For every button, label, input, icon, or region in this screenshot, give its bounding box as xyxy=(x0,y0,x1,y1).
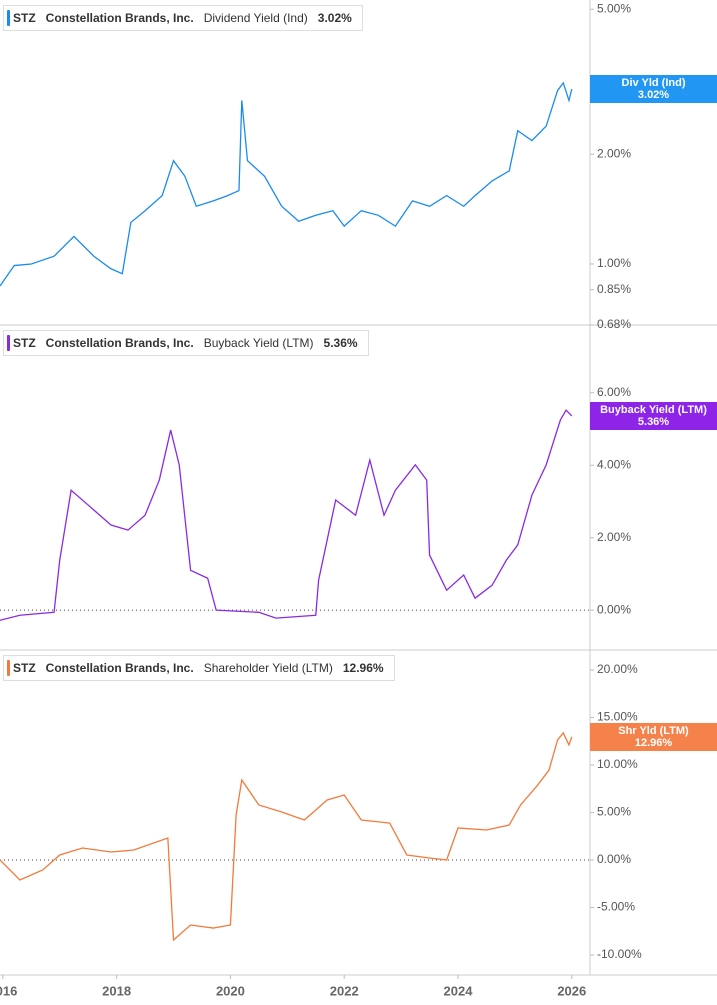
y-tick-label: 4.00% xyxy=(597,457,631,471)
x-tick-label: 2022 xyxy=(330,983,359,998)
value-badge: Shr Yld (LTM) 12.96% xyxy=(590,722,717,751)
x-tick-label: 2020 xyxy=(216,983,245,998)
badge-label: Shr Yld (LTM) xyxy=(618,724,689,737)
badge-label: Buyback Yield (LTM) xyxy=(600,403,707,416)
company-name: Constellation Brands, Inc. xyxy=(45,661,194,675)
legend-swatch xyxy=(7,335,10,351)
last-value: 3.02% xyxy=(317,11,352,25)
ticker: STZ xyxy=(13,336,36,350)
y-tick-label: 2.00% xyxy=(597,146,631,160)
series-line xyxy=(0,731,573,942)
y-tick-label: 5.00% xyxy=(597,1,631,15)
y-tick-label: -5.00% xyxy=(597,900,635,914)
y-tick-label: 20.00% xyxy=(597,662,638,676)
badge-value: 5.36% xyxy=(637,415,670,428)
last-value: 12.96% xyxy=(342,661,384,675)
legend-swatch xyxy=(7,660,10,676)
value-badge: Div Yld (Ind) 3.02% xyxy=(590,75,717,104)
x-tick-label: 2016 xyxy=(0,983,17,998)
legend-entry: Buyback Yield (LTM) xyxy=(203,336,314,350)
series-line xyxy=(0,409,573,621)
ticker: STZ xyxy=(13,661,36,675)
y-tick-label: 5.00% xyxy=(597,805,631,819)
y-tick-label: 2.00% xyxy=(597,530,631,544)
legend: STZ Constellation Brands, Inc. Dividend Yi… xyxy=(3,5,363,31)
x-tick-label: 2024 xyxy=(444,983,474,998)
company-name: Constellation Brands, Inc. xyxy=(45,11,194,25)
y-tick-label: 1.00% xyxy=(597,256,631,270)
legend-entry: Shareholder Yield (LTM) xyxy=(203,661,333,675)
y-tick-label: 6.00% xyxy=(597,385,631,399)
company-name: Constellation Brands, Inc. xyxy=(45,336,194,350)
series-line xyxy=(0,81,573,287)
legend-entry: Dividend Yield (Ind) xyxy=(203,11,308,25)
badge-value: 3.02% xyxy=(637,89,670,102)
y-tick-label: 0.00% xyxy=(597,602,631,616)
last-value: 5.36% xyxy=(323,336,358,350)
y-tick-label: 10.00% xyxy=(597,757,638,771)
legend: STZ Constellation Brands, Inc. Buyback Yie… xyxy=(3,330,369,356)
badge-value: 12.96% xyxy=(634,736,673,749)
badge-label: Div Yld (Ind) xyxy=(621,77,686,90)
x-tick-label: 2026 xyxy=(557,983,586,998)
legend: STZ Constellation Brands, Inc. Shareholder… xyxy=(3,655,395,681)
value-badge: Buyback Yield (LTM) 5.36% xyxy=(590,401,717,430)
ticker: STZ xyxy=(13,11,36,25)
y-tick-label: -10.00% xyxy=(597,947,642,961)
y-tick-label: 0.00% xyxy=(597,852,631,866)
y-tick-label: 0.85% xyxy=(597,282,631,296)
legend-swatch xyxy=(7,10,10,26)
y-tick-label: 0.68% xyxy=(597,317,631,331)
y-tick-label: 15.00% xyxy=(597,710,638,724)
x-tick-label: 2018 xyxy=(102,983,131,998)
